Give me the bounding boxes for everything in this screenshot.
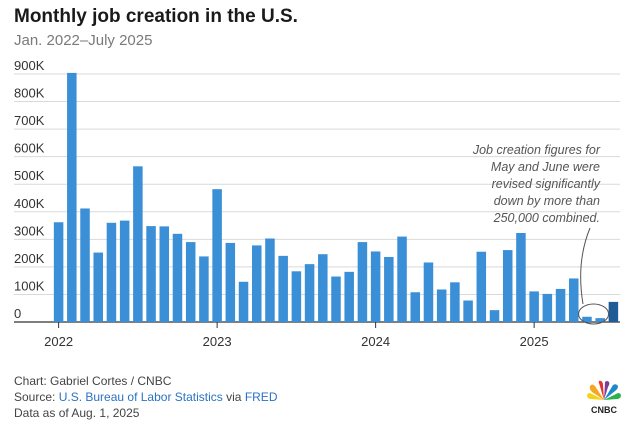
y-tick-label: 800K <box>14 86 45 101</box>
bar-2025-06 <box>595 318 605 322</box>
bar-2024-10 <box>489 310 500 322</box>
bar-2023-11 <box>344 271 354 322</box>
bar-2025-03 <box>555 288 566 322</box>
bar-2022-10 <box>172 233 183 322</box>
bar-2023-08 <box>304 264 315 322</box>
bar-2022-03 <box>80 208 90 322</box>
source-via: via <box>222 390 245 404</box>
source-link-fred[interactable]: FRED <box>244 390 278 404</box>
bar-2023-12 <box>357 242 368 322</box>
bar-2024-06 <box>436 289 447 322</box>
bar-2022-02 <box>67 72 77 323</box>
annotation-line: revised significantly <box>492 177 601 191</box>
annotation: Job creation figures for May and June wer… <box>472 143 610 325</box>
bar-2025-02 <box>542 293 553 322</box>
annotation-line: May and June were <box>491 160 600 174</box>
cnbc-peacock-icon: CNBC <box>587 380 621 415</box>
bar-2024-09 <box>476 251 487 322</box>
bar-2023-04 <box>251 245 262 322</box>
chart-credit: Chart: Gabriel Cortes / CNBC <box>14 374 172 388</box>
bar-2022-09 <box>159 226 170 322</box>
bar-2024-12 <box>516 233 526 322</box>
bar-2025-04 <box>569 278 579 322</box>
bar-2023-06 <box>278 255 288 322</box>
y-axis-ticks: 0 100K 200K 300K 400K 500K 600K 700K 800K 900K <box>14 58 45 321</box>
annotation-text: Job creation figures for May and June wer… <box>472 143 601 225</box>
source-prefix: Source: <box>14 390 59 404</box>
bar-2022-12 <box>199 256 209 322</box>
bar-2025-01 <box>529 291 539 322</box>
bar-2023-01 <box>212 189 222 322</box>
bar-2024-11 <box>502 250 513 322</box>
bar-2022-05 <box>106 222 117 322</box>
bar-2024-03 <box>397 236 407 322</box>
x-tick-label: 2025 <box>520 334 549 349</box>
y-tick-label: 900K <box>14 58 45 73</box>
x-axis-ticks: 2022 2023 2024 2025 <box>44 322 549 349</box>
x-tick-label: 2022 <box>44 334 73 349</box>
x-tick-label: 2023 <box>203 334 232 349</box>
y-tick-label: 200K <box>14 251 45 266</box>
bar-2024-01 <box>370 251 381 322</box>
bar-2024-08 <box>463 300 473 322</box>
annotation-connector <box>580 227 591 305</box>
bar-2023-07 <box>291 271 302 322</box>
bar-2022-06 <box>119 220 130 322</box>
bar-2022-01 <box>53 222 64 322</box>
y-tick-label: 100K <box>14 278 45 293</box>
data-as-of: Data as of Aug. 1, 2025 <box>14 406 140 420</box>
bar-2022-07 <box>133 166 143 322</box>
y-tick-label: 0 <box>14 306 21 321</box>
bar-2025-07 <box>608 301 619 322</box>
source-line: Source: U.S. Bureau of Labor Statistics … <box>14 390 277 404</box>
bar-2023-05 <box>265 238 275 322</box>
bars <box>53 72 619 323</box>
bar-2023-09 <box>318 254 328 322</box>
annotation-line: Job creation figures for <box>472 143 601 157</box>
bar-2024-07 <box>450 282 460 322</box>
chart-subtitle: Jan. 2022–July 2025 <box>14 32 153 49</box>
bar-2023-03 <box>238 281 249 322</box>
bar-2023-10 <box>331 276 341 322</box>
bar-2022-08 <box>146 226 156 322</box>
y-tick-label: 600K <box>14 141 45 156</box>
y-tick-label: 300K <box>14 223 45 238</box>
annotation-line: 250,000 combined. <box>493 211 600 225</box>
bar-2024-04 <box>410 292 421 322</box>
annotation-circle <box>578 303 610 325</box>
y-tick-label: 700K <box>14 113 45 128</box>
bar-2025-05 <box>582 316 592 322</box>
logo-text: CNBC <box>591 405 617 415</box>
bar-chart: 0 100K 200K 300K 400K 500K 600K 700K 800K 900K 20… <box>14 58 620 349</box>
bar-2024-05 <box>423 262 434 322</box>
annotation-line: down by more than <box>494 194 600 208</box>
y-tick-label: 500K <box>14 168 45 183</box>
source-link-bls[interactable]: U.S. Bureau of Labor Statistics <box>58 390 223 404</box>
y-tick-label: 400K <box>14 196 45 211</box>
bar-2022-11 <box>185 242 196 322</box>
bar-2024-02 <box>384 256 394 322</box>
chart-title: Monthly job creation in the U.S. <box>14 6 298 27</box>
bar-2023-02 <box>225 242 236 322</box>
x-tick-label: 2024 <box>361 334 390 349</box>
bar-2022-04 <box>93 252 103 322</box>
